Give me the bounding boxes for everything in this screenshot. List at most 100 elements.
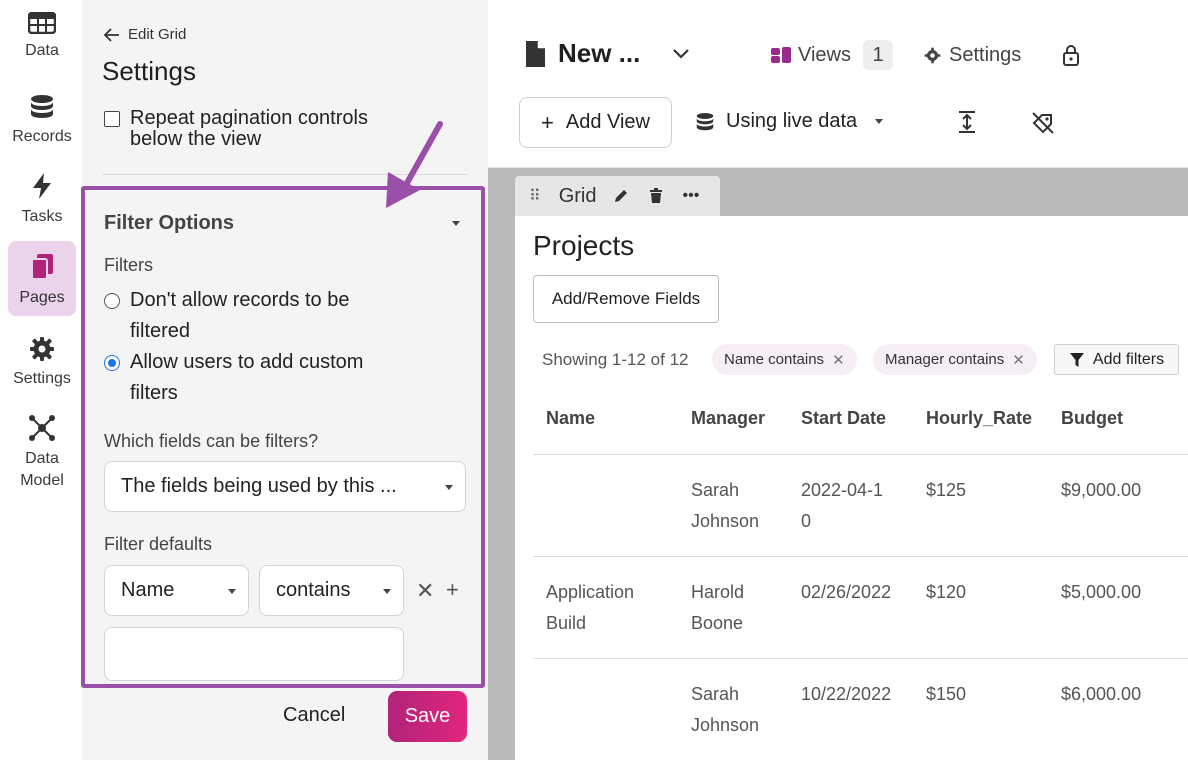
pages-icon [31, 254, 53, 280]
nav-item-pages[interactable]: Pages [8, 241, 76, 316]
cell-budget: $9,000.00 [1061, 480, 1142, 500]
add-view-button[interactable]: + Add View [519, 97, 672, 148]
cell-start-date: 02/26/2022 [801, 582, 892, 602]
which-fields-label: Which fields can be filters? [104, 431, 319, 451]
add-filter-icon[interactable]: + [446, 577, 459, 602]
cell-name: Application Build [546, 582, 635, 633]
repeat-pagination-label: Repeat pagination controls below the vie… [130, 107, 368, 150]
radio-no-filter-label: Don't allow records to be filtered [130, 289, 350, 342]
default-value-input[interactable] [104, 627, 404, 681]
chevron-down-icon[interactable] [672, 48, 690, 60]
fit-height-icon[interactable] [956, 110, 978, 134]
nav-item-data-model[interactable]: Data Model [8, 414, 76, 494]
radio-custom[interactable] [104, 355, 120, 371]
row-divider [533, 454, 1188, 455]
column-header-name[interactable]: Name [546, 408, 596, 428]
chevron-down-icon [228, 588, 236, 594]
filter-options-title[interactable]: Filter Options [104, 212, 234, 234]
grid-tab[interactable]: ⠿ Grid ••• [515, 176, 720, 216]
cell-hourly-rate: $120 [926, 582, 967, 602]
nav-label-tasks: Tasks [21, 208, 63, 225]
settings-panel: Edit Grid Settings Repeat pagination con… [82, 0, 488, 760]
add-filters-label: Add filters [1092, 350, 1165, 368]
grid-title: Projects [533, 230, 635, 261]
nav-item-data[interactable]: Data [8, 12, 76, 68]
grid-tab-label: Grid [558, 184, 597, 207]
lightning-icon [33, 173, 51, 199]
no-style-icon[interactable] [1031, 111, 1055, 135]
filter-chip-name[interactable]: Name contains ✕ [712, 344, 857, 375]
document-icon [526, 40, 545, 67]
settings-link[interactable]: Settings [924, 44, 1021, 67]
row-divider [533, 556, 1188, 557]
radio-option-custom[interactable]: Allow users to add custom filters [104, 347, 404, 409]
filters-label: Filters [104, 255, 153, 275]
gear-icon [924, 47, 941, 64]
nav-item-tasks[interactable]: Tasks [8, 172, 76, 228]
lock-icon[interactable] [1062, 44, 1080, 66]
column-header-manager[interactable]: Manager [691, 408, 766, 428]
drag-handle-icon[interactable]: ⠿ [529, 188, 541, 205]
nav-label-pages: Pages [19, 289, 65, 306]
cell-hourly-rate: $150 [926, 684, 967, 704]
default-operator-select[interactable]: contains [259, 565, 404, 616]
caret-down-icon [875, 119, 884, 124]
close-icon[interactable]: ✕ [1012, 351, 1025, 369]
which-fields-value: The fields being used by this ... [121, 475, 397, 497]
page-name[interactable]: New ... [524, 38, 690, 69]
cancel-button[interactable]: Cancel [283, 704, 346, 726]
add-view-label: Add View [565, 111, 650, 133]
column-header-budget[interactable]: Budget [1061, 408, 1123, 428]
annotation-arrow-icon [386, 121, 443, 208]
column-header-start-date[interactable]: Start Date [801, 408, 887, 428]
cell-manager: Sarah Johnson [691, 684, 760, 735]
default-field-select[interactable]: Name [104, 565, 249, 616]
pencil-icon[interactable] [613, 188, 629, 204]
default-field-value: Name [121, 579, 175, 601]
add-filters-button[interactable]: Add filters [1054, 344, 1179, 375]
repeat-pagination-option[interactable]: Repeat pagination controls below the vie… [104, 108, 424, 150]
cell-manager: Harold Boone [691, 582, 745, 633]
live-data-label: Using live data [726, 110, 858, 132]
remove-filter-icon[interactable]: ✕ [416, 578, 435, 603]
which-fields-select[interactable]: The fields being used by this ... [104, 461, 466, 512]
views-label: Views [798, 43, 851, 66]
radio-option-no-filter[interactable]: Don't allow records to be filtered [104, 285, 404, 347]
showing-count: Showing 1-12 of 12 [542, 350, 689, 369]
chevron-down-icon [383, 588, 391, 594]
cell-start-date: 2022-04-10 [801, 480, 884, 531]
chevron-down-icon [445, 484, 453, 490]
close-icon[interactable]: ✕ [832, 351, 845, 369]
back-link[interactable]: Edit Grid [104, 26, 186, 43]
collapse-caret-icon[interactable] [452, 221, 460, 226]
column-header-hourly-rate[interactable]: Hourly_Rate [926, 408, 1033, 428]
nav-item-settings[interactable]: Settings [8, 336, 76, 392]
nav-label-data: Data [25, 42, 59, 59]
panel-title: Settings [102, 56, 196, 86]
arrow-left-icon [104, 27, 119, 42]
divider [102, 174, 468, 175]
views-icon [771, 47, 791, 63]
radio-custom-label: Allow users to add custom filters [130, 351, 364, 404]
table-icon [28, 12, 56, 34]
plus-icon: + [541, 109, 554, 135]
radio-no-filter[interactable] [104, 293, 120, 309]
save-button[interactable]: Save [388, 691, 467, 742]
back-label: Edit Grid [128, 26, 187, 43]
live-data-dropdown[interactable]: Using live data [696, 110, 884, 133]
cell-budget: $5,000.00 [1061, 582, 1142, 602]
filter-chip-manager[interactable]: Manager contains ✕ [873, 344, 1037, 375]
repeat-pagination-checkbox[interactable] [104, 111, 120, 127]
views-menu[interactable]: Views 1 [770, 40, 893, 70]
cell-hourly-rate: $125 [926, 480, 967, 500]
more-icon[interactable]: ••• [682, 187, 700, 204]
gear-icon [30, 337, 54, 361]
settings-link-label: Settings [949, 44, 1022, 66]
nav-label-data-model: Data Model [20, 450, 64, 489]
add-remove-fields-button[interactable]: Add/Remove Fields [533, 275, 719, 323]
nav-item-records[interactable]: Records [8, 94, 76, 150]
nav-label-records: Records [12, 128, 72, 145]
highlight-box [81, 186, 485, 688]
trash-icon[interactable] [649, 188, 663, 204]
cell-budget: $6,000.00 [1061, 684, 1142, 704]
